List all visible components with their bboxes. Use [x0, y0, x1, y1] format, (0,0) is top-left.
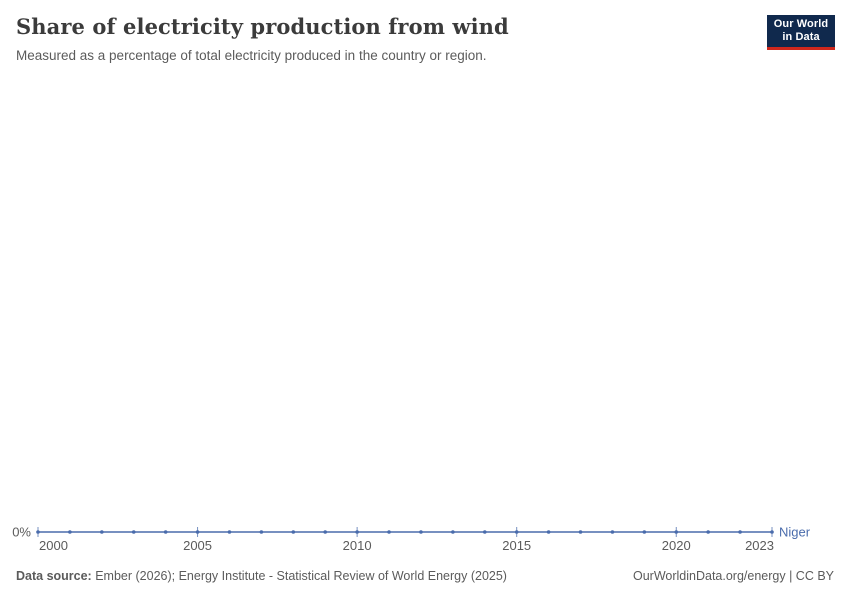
data-point[interactable] [163, 530, 168, 534]
data-point[interactable] [387, 530, 391, 534]
data-point[interactable] [291, 530, 296, 534]
data-point[interactable] [259, 530, 264, 534]
data-source-label: Data source: [16, 569, 92, 583]
data-point[interactable] [514, 530, 519, 534]
y-axis-label: 0% [12, 525, 31, 540]
data-point[interactable] [227, 530, 232, 534]
x-axis-label: 2005 [183, 538, 212, 553]
chart-subtitle: Measured as a percentage of total electr… [16, 48, 487, 64]
chart-titles: Share of electricity production from win… [16, 14, 747, 65]
data-point[interactable] [195, 530, 200, 534]
data-source-text: Ember (2026); Energy Institute - Statist… [91, 569, 507, 583]
license-note[interactable]: OurWorldinData.org/energy | CC BY [632, 569, 834, 583]
chart-header: Share of electricity production from win… [16, 14, 835, 65]
data-point[interactable] [419, 530, 423, 534]
data-point[interactable] [68, 530, 72, 534]
data-point[interactable] [738, 530, 742, 534]
line-chart-plot[interactable]: 2000 2005 2010 2015 2020 2023 0% Niger [0, 497, 850, 560]
data-point[interactable] [610, 530, 615, 534]
data-point[interactable] [451, 530, 455, 534]
owid-logo-line2: in Data [782, 31, 820, 43]
data-point[interactable] [642, 530, 647, 534]
data-point[interactable] [674, 530, 679, 534]
data-source-note: Data source: Ember (2026); Energy Instit… [16, 568, 507, 584]
data-point[interactable] [131, 530, 136, 534]
x-axis-label: 2020 [662, 538, 691, 553]
data-point[interactable] [770, 530, 774, 534]
data-point[interactable] [100, 530, 104, 534]
x-axis-label: 2010 [343, 538, 372, 553]
data-point[interactable] [482, 530, 487, 534]
data-point[interactable] [706, 530, 710, 534]
data-point[interactable] [323, 530, 328, 534]
series-label-niger[interactable]: Niger [779, 525, 811, 540]
owid-logo[interactable]: Our World in Data [767, 15, 835, 50]
data-point[interactable] [36, 530, 40, 534]
data-point[interactable] [546, 530, 551, 534]
x-axis-label: 2015 [502, 538, 531, 553]
owid-logo-line1: Our World [773, 18, 829, 31]
chart-title: Share of electricity production from win… [16, 14, 509, 39]
data-point[interactable] [578, 530, 583, 534]
data-point[interactable] [355, 530, 359, 534]
x-axis-label: 2023 [745, 538, 774, 553]
chart-footer: Data source: Ember (2026); Energy Instit… [16, 568, 834, 584]
x-axis-label: 2000 [39, 538, 68, 553]
chart-svg: 2000 2005 2010 2015 2020 2023 0% Niger [12, 525, 811, 554]
